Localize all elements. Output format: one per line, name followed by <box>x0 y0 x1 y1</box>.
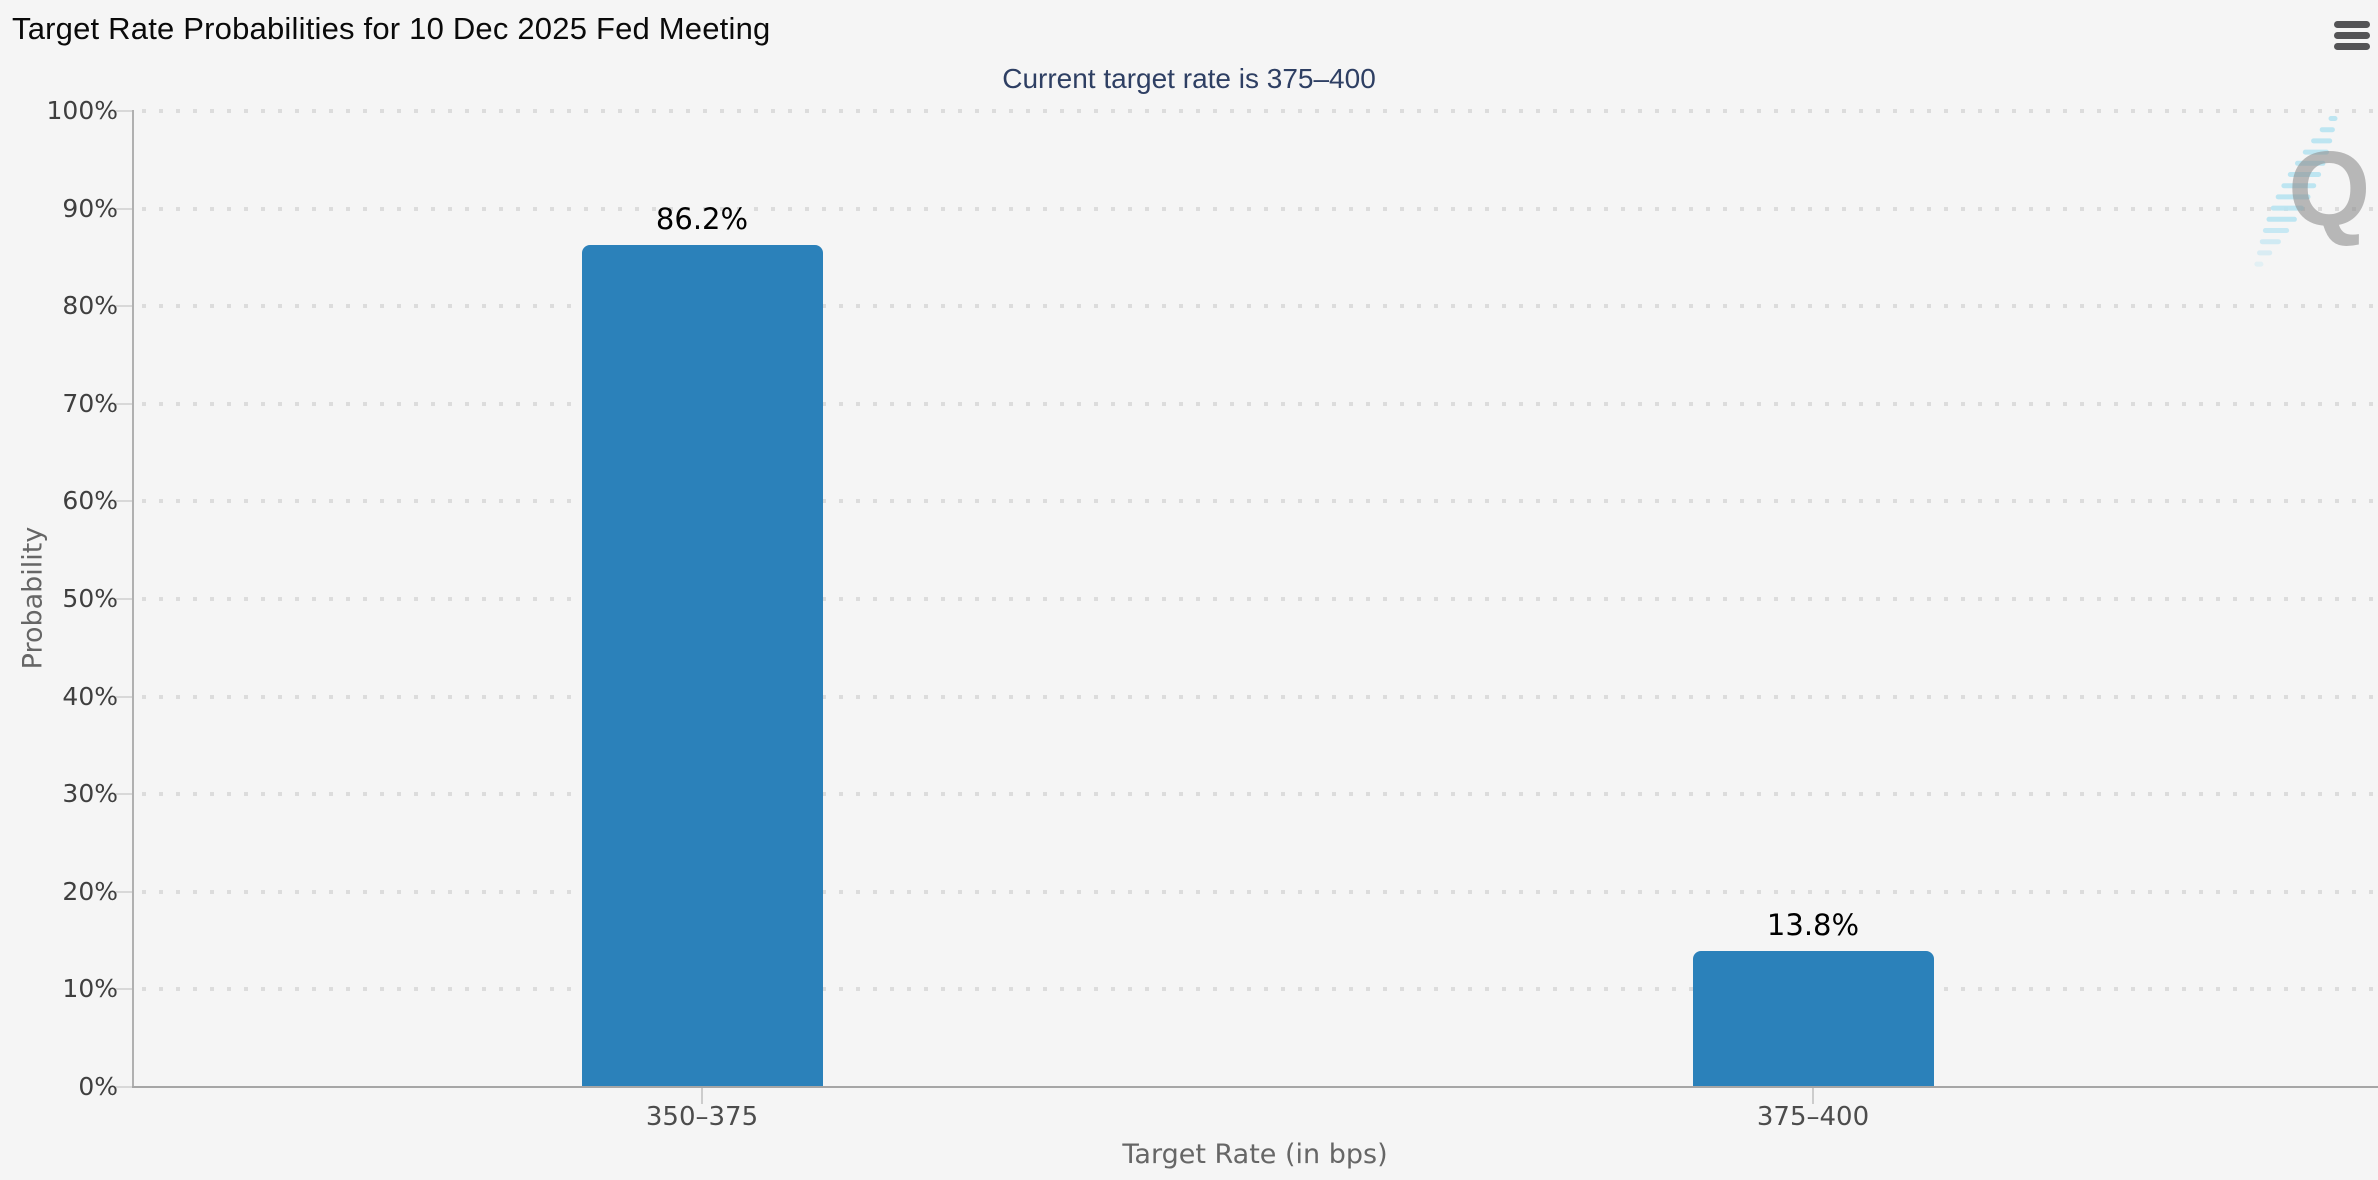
y-axis-tick-label: 30% <box>62 779 118 808</box>
y-axis-tick-label: 100% <box>46 96 118 125</box>
y-tick-mark <box>116 500 132 502</box>
y-grid-line <box>142 987 2378 991</box>
y-grid-line <box>142 597 2378 601</box>
y-axis-line <box>132 110 134 1086</box>
menu-icon-bar <box>2334 32 2370 39</box>
y-grid-line <box>142 890 2378 894</box>
y-grid-line <box>142 792 2378 796</box>
menu-icon-bar <box>2334 21 2370 28</box>
probability-bar[interactable] <box>581 245 823 1086</box>
y-tick-mark <box>116 305 132 307</box>
x-axis-line <box>132 1086 2378 1088</box>
y-axis-title: Probability <box>17 526 49 670</box>
y-tick-mark <box>116 598 132 600</box>
y-axis-tick-label: 20% <box>62 877 118 906</box>
y-axis-tick-label: 80% <box>62 291 118 320</box>
y-axis-tick-label: 90% <box>62 194 118 223</box>
x-axis-tick-label: 350–375 <box>645 1102 759 1132</box>
y-tick-mark <box>116 110 132 112</box>
chart-subtitle: Current target rate is 375–400 <box>1002 63 1376 94</box>
y-tick-mark <box>116 1086 132 1088</box>
y-tick-mark <box>116 403 132 405</box>
y-grid-line <box>142 402 2378 406</box>
bar-value-label: 86.2% <box>655 202 749 236</box>
y-axis-tick-label: 50% <box>62 584 118 613</box>
y-grid-line <box>142 304 2378 308</box>
y-grid-line <box>142 207 2378 211</box>
y-grid-line <box>142 499 2378 503</box>
y-tick-mark <box>116 988 132 990</box>
y-tick-mark <box>116 208 132 210</box>
x-axis-title: Target Rate (in bps) <box>1122 1139 1388 1170</box>
menu-icon[interactable] <box>2334 21 2370 50</box>
y-grid-line <box>142 109 2378 113</box>
y-tick-mark <box>116 696 132 698</box>
y-tick-mark <box>116 891 132 893</box>
x-tick-mark <box>1812 1088 1814 1104</box>
x-axis-tick-label: 375–400 <box>1756 1102 1870 1132</box>
y-axis-tick-label: 0% <box>78 1072 118 1101</box>
probability-bar[interactable] <box>1692 951 1934 1086</box>
page-title: Target Rate Probabilities for 10 Dec 202… <box>12 11 771 46</box>
y-axis-tick-label: 70% <box>62 389 118 418</box>
bar-value-label: 13.8% <box>1766 908 1860 942</box>
x-tick-mark <box>701 1088 703 1104</box>
y-grid-line <box>142 695 2378 699</box>
y-axis-tick-label: 10% <box>62 974 118 1003</box>
y-tick-mark <box>116 793 132 795</box>
y-axis-tick-label: 40% <box>62 682 118 711</box>
menu-icon-bar <box>2334 43 2370 50</box>
y-axis-tick-label: 60% <box>62 486 118 515</box>
